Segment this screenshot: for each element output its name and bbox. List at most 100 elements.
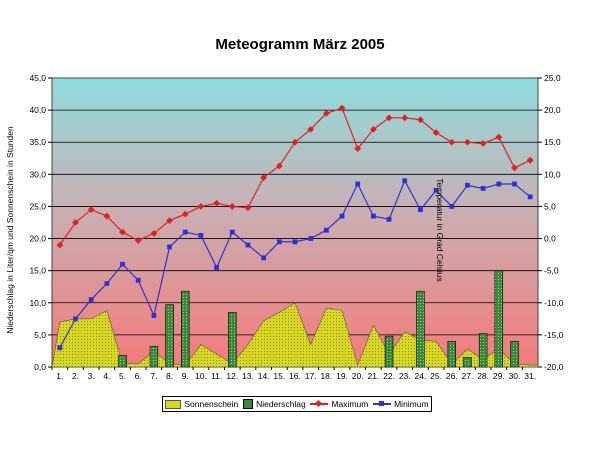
minimum-point (292, 239, 298, 245)
x-tick-label: 22. (383, 371, 395, 381)
x-tick-label: 3. (88, 371, 95, 381)
x-tick-label: 6. (135, 371, 142, 381)
x-tick-label: 15. (273, 371, 285, 381)
precipitation-bar (494, 270, 504, 368)
right-tick-label: 5,0 (544, 201, 556, 211)
right-tick-label: -10,0 (544, 298, 564, 308)
legend-swatch-precipitation (243, 399, 254, 409)
maximum-point (495, 133, 503, 141)
maximum-point (244, 204, 252, 212)
precipitation-bar (416, 290, 425, 368)
maximum-point (385, 114, 393, 122)
minimum-point (308, 236, 314, 241)
minimum-point (88, 297, 94, 302)
right-tick-label: 10,0 (544, 169, 561, 179)
minimum-point (480, 186, 486, 191)
right-tick-label: 20,0 (544, 105, 561, 115)
x-tick-label: 25. (430, 371, 442, 381)
x-tick-label: 14. (258, 371, 270, 381)
minimum-point (214, 265, 220, 270)
legend-swatch-maximum (310, 399, 329, 408)
left-tick-label: 10,0 (29, 298, 46, 308)
left-tick-label: 45,0 (29, 73, 46, 83)
precipitation-bar (463, 357, 472, 368)
maximum-point (87, 206, 95, 214)
right-tick-label: 25,0 (544, 73, 561, 83)
maximum-point (401, 114, 409, 122)
maximum-point (197, 203, 205, 210)
left-tick-label: 0,0 (34, 362, 46, 372)
precipitation-bar (181, 290, 190, 368)
precipitation-bar (447, 341, 456, 368)
x-tick-label: 21. (367, 371, 379, 381)
precipitation-bar (165, 304, 174, 368)
minimum-point (386, 216, 392, 222)
right-tick-label: 15,0 (544, 137, 561, 147)
x-tick-label: 30. (509, 371, 521, 381)
x-tick-label: 12. (226, 371, 238, 381)
x-tick-label: 8. (166, 371, 173, 381)
minimum-point (512, 181, 517, 187)
x-tick-label: 13. (242, 371, 254, 381)
chart-title: Meteogramm März 2005 (215, 36, 385, 53)
minimum-point (135, 277, 141, 283)
maximum-point (432, 129, 440, 136)
left-tick-label: 40,0 (29, 105, 46, 115)
minimum-point (120, 261, 125, 267)
left-tick-label: 25,0 (29, 201, 46, 211)
legend-label-sunshine: Sonnenschein (184, 399, 239, 409)
maximum-point (72, 219, 79, 226)
maximum-point (526, 156, 534, 164)
legend-swatch-sunshine (165, 399, 182, 409)
x-tick-label: 26. (446, 371, 458, 381)
left-tick-label: 20,0 (29, 234, 46, 244)
maximum-point (479, 140, 487, 147)
x-tick-label: 27. (462, 371, 474, 381)
axes: 0,0 -20,0 5,0 -15,0 10,0 -10,0 15,0 -5,0 20,0 0,0… (29, 73, 563, 381)
minimum-point (73, 316, 78, 322)
x-tick-label: 31. (524, 371, 536, 381)
x-tick-label: 17. (305, 371, 317, 381)
precipitation-bar (228, 312, 237, 368)
minimum-point (527, 194, 533, 200)
right-tick-label: -20,0 (544, 362, 564, 372)
x-tick-label: 18. (320, 371, 332, 381)
minimum-point (167, 244, 172, 250)
maximum-point (322, 109, 330, 117)
x-tick-label: 20. (352, 371, 364, 381)
x-tick-label: 10. (195, 371, 207, 381)
legend: Sonnenschein Niederschlag Maximum Minimu… (162, 396, 432, 412)
maximum-point (119, 228, 126, 236)
x-tick-label: 11. (211, 371, 222, 381)
maximum-point (448, 138, 456, 146)
maximum-point (338, 104, 346, 112)
minimum-point (104, 281, 110, 286)
x-tick-label: 7. (150, 371, 157, 381)
legend-swatch-minimum (373, 401, 392, 406)
right-tick-label: -15,0 (544, 330, 564, 340)
minimum-point (151, 313, 157, 319)
x-tick-label: 1. (56, 371, 63, 381)
x-tick-label: 23. (399, 371, 411, 381)
left-tick-label: 35,0 (29, 137, 46, 147)
minimum-point (261, 255, 267, 261)
minimum-point (339, 213, 345, 219)
legend-label-precipitation: Niederschlag (256, 399, 306, 409)
maximum-point (291, 138, 299, 146)
legend-item-sunshine: Sonnenschein (165, 399, 238, 409)
minimum-point (433, 187, 439, 193)
left-tick-label: 5,0 (34, 330, 46, 340)
x-tick-label: 29. (493, 371, 505, 381)
minimum-point (182, 229, 188, 235)
minimum-point (370, 213, 376, 219)
minimum-point (245, 242, 251, 248)
maximum-point (181, 210, 189, 218)
precipitation-bar (118, 355, 127, 368)
minimum-point (276, 239, 282, 245)
y-axis-left-label: Niederschlag in Liter/qm und Sonnenschei… (5, 126, 15, 334)
legend-label-maximum: Maximum (331, 399, 369, 409)
legend-item-precipitation: Niederschlag (243, 399, 306, 409)
minimum-point (355, 181, 361, 187)
